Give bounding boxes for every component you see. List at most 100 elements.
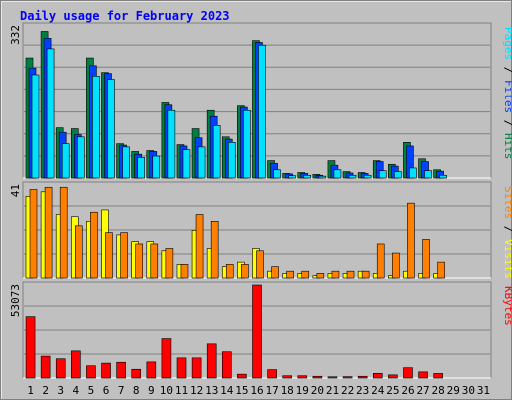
bar-kbytes-day-6 [101, 362, 111, 379]
bar-pages-day-6 [107, 79, 115, 179]
x-tick-label-day-26: 26 [401, 384, 414, 397]
bar-kbytes-day-25 [388, 374, 398, 379]
bar-pages-day-5 [92, 76, 100, 179]
x-tick-label-day-28: 28 [432, 384, 445, 397]
bar-kbytes-day-5 [86, 365, 96, 379]
bar-pages-day-3 [61, 143, 70, 179]
bar-pages-day-21 [333, 169, 342, 179]
x-tick-label-day-25: 25 [386, 384, 399, 397]
legend-bottom-segment: KBytes [502, 286, 512, 326]
legend-top-segment: Pages [502, 27, 512, 60]
x-tick-label-day-17: 17 [265, 384, 278, 397]
bar-pages-day-28 [439, 174, 447, 179]
bar-sites-day-26 [407, 202, 415, 279]
x-tick-label-day-19: 19 [296, 384, 309, 397]
x-tick-label-day-5: 5 [88, 384, 95, 397]
bar-pages-day-19 [303, 174, 312, 179]
bar-pages-day-9 [152, 155, 161, 179]
x-tick-label-day-29: 29 [447, 384, 460, 397]
bar-pages-day-10 [167, 109, 176, 179]
bar-sites-day-5 [90, 211, 98, 279]
bar-sites-day-2 [44, 186, 53, 279]
x-tick-label-day-7: 7 [118, 384, 125, 397]
bar-pages-day-15 [243, 109, 251, 179]
bar-sites-day-28 [437, 261, 445, 279]
bar-kbytes-day-19 [297, 375, 308, 379]
x-tick-label-day-16: 16 [250, 384, 263, 397]
x-tick-label-day-27: 27 [416, 384, 429, 397]
chart-title: Daily usage for February 2023 [20, 9, 230, 23]
bar-pages-day-12 [197, 146, 206, 179]
legend-middle-segment: Sites [502, 186, 512, 219]
y-max-label: 41 [9, 184, 22, 197]
bar-pages-day-17 [273, 169, 281, 179]
bar-pages-day-16 [258, 44, 266, 179]
bar-sites-day-22 [346, 270, 355, 279]
bar-kbytes-day-28 [433, 373, 443, 379]
bar-sites-day-3 [59, 186, 68, 279]
bar-sites-day-4 [74, 225, 83, 279]
bar-pages-day-20 [318, 175, 327, 179]
bar-kbytes-day-4 [71, 350, 81, 379]
bar-kbytes-day-11 [176, 357, 187, 379]
bar-pages-day-18 [288, 175, 296, 179]
legend-top-segment: Hits [502, 133, 512, 160]
bar-pages-day-2 [46, 48, 55, 179]
legend-top-segment: / [502, 113, 512, 133]
bar-pages-day-11 [182, 149, 191, 179]
bar-kbytes-day-13 [206, 343, 217, 379]
legend-middle-segment: / [502, 219, 512, 239]
x-tick-label-day-14: 14 [220, 384, 234, 397]
bar-sites-day-11 [180, 264, 189, 279]
bar-sites-day-1 [29, 189, 38, 279]
x-tick-label-day-22: 22 [341, 384, 354, 397]
bar-sites-day-24 [376, 243, 385, 279]
bar-sites-day-17 [271, 266, 279, 279]
bar-sites-day-10 [165, 248, 174, 279]
bar-sites-day-21 [331, 270, 340, 279]
bar-kbytes-day-20 [312, 375, 323, 379]
bar-kbytes-day-21 [327, 376, 338, 379]
bar-sites-day-9 [150, 243, 159, 279]
x-tick-label-day-20: 20 [311, 384, 324, 397]
bar-pages-day-26 [409, 167, 417, 179]
x-tick-label-day-4: 4 [73, 384, 80, 397]
bar-sites-day-27 [422, 239, 430, 279]
bar-kbytes-day-15 [237, 373, 247, 379]
x-tick-label-day-15: 15 [235, 384, 248, 397]
legend-top: Pages / Files / Hits [502, 27, 512, 160]
legend-middle: Sites / Visits [502, 186, 512, 279]
bar-kbytes-day-12 [191, 357, 202, 379]
bar-pages-day-14 [227, 141, 236, 179]
bar-kbytes-day-8 [131, 368, 142, 379]
bar-pages-day-22 [348, 174, 357, 179]
bar-sites-day-23 [361, 270, 370, 279]
y-max-label: 53073 [9, 284, 22, 317]
bar-kbytes-day-24 [372, 372, 383, 379]
bar-pages-day-7 [122, 146, 130, 179]
bar-pages-day-24 [378, 170, 387, 179]
bar-sites-day-8 [135, 243, 143, 279]
bar-sites-day-25 [392, 252, 400, 279]
bar-sites-day-7 [120, 232, 128, 279]
bar-sites-day-16 [256, 250, 264, 279]
bar-sites-day-13 [210, 220, 219, 279]
bar-pages-day-8 [137, 157, 145, 179]
x-tick-label-day-3: 3 [57, 384, 64, 397]
bar-kbytes-day-10 [161, 338, 172, 379]
bar-pages-day-13 [212, 125, 221, 179]
bar-sites-day-6 [105, 232, 113, 279]
bar-kbytes-day-23 [357, 375, 368, 379]
bar-kbytes-day-17 [267, 369, 277, 379]
bar-kbytes-day-18 [282, 375, 292, 379]
bar-pages-day-4 [76, 136, 85, 179]
bar-kbytes-day-22 [342, 376, 353, 379]
bar-kbytes-day-26 [403, 367, 413, 379]
x-tick-label-day-13: 13 [205, 384, 218, 397]
bar-kbytes-day-14 [222, 351, 232, 379]
y-max-label: 332 [9, 25, 22, 45]
x-tick-label-day-30: 30 [462, 384, 475, 397]
bar-sites-day-20 [316, 273, 325, 279]
